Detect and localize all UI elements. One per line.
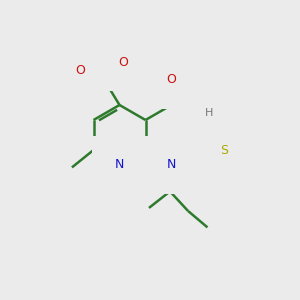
Text: O: O [167, 73, 176, 86]
Text: N: N [167, 158, 176, 172]
Text: O: O [76, 64, 85, 77]
Text: O: O [118, 56, 128, 69]
Text: N: N [193, 113, 202, 127]
Text: H: H [205, 108, 214, 118]
Text: S: S [220, 143, 228, 157]
Text: N: N [115, 158, 124, 172]
